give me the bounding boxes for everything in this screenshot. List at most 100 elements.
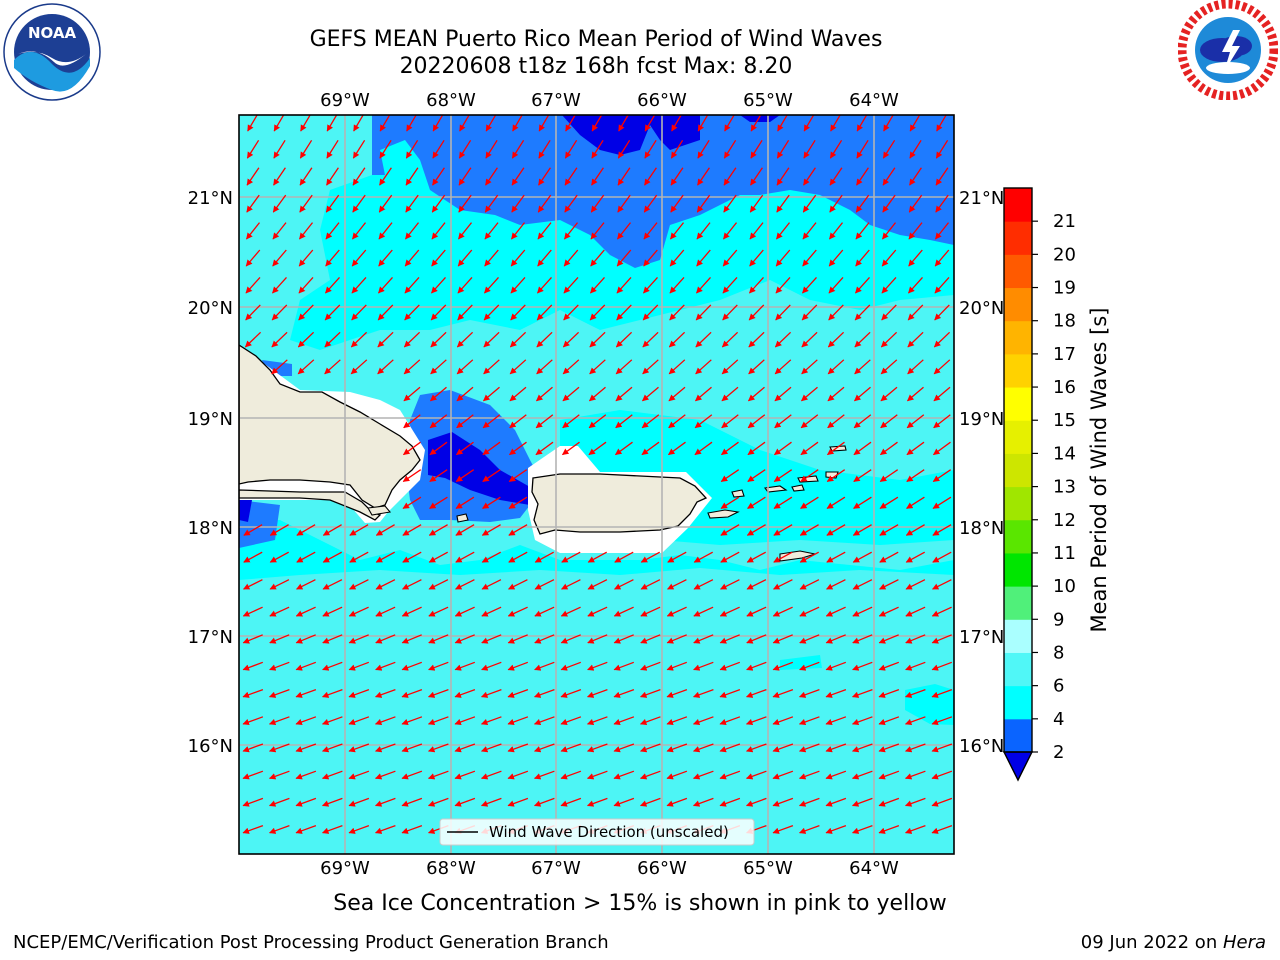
wind-arrow <box>538 167 551 186</box>
wind-arrow <box>694 414 713 429</box>
colorbar-segment <box>1004 420 1032 454</box>
wind-arrow <box>776 167 790 186</box>
wind-arrow <box>616 222 632 240</box>
wind-arrow <box>375 606 396 617</box>
wind-arrow <box>798 824 820 834</box>
colorbar-tick-label: 19 <box>1053 278 1076 299</box>
land-hispaniola <box>239 344 421 509</box>
wind-arrow <box>432 115 444 132</box>
wind-arrow <box>508 496 528 509</box>
wind-arrow <box>853 441 872 456</box>
wind-arrow <box>561 551 581 563</box>
wind-arrow <box>535 441 554 456</box>
wind-arrow <box>800 414 819 429</box>
wind-arrow <box>908 249 923 267</box>
wind-arrow <box>640 606 661 617</box>
wind-arrow <box>457 276 473 294</box>
lat-labels-left: 21°N 20°N 19°N 18°N 17°N 16°N <box>188 188 233 757</box>
wind-arrow <box>404 222 420 240</box>
title-line-2: 20220608 t18z 168h fcst Max: 8.20 <box>399 54 793 79</box>
wind-arrow <box>617 167 631 186</box>
wind-arrow <box>749 276 764 294</box>
colorbar-segment <box>1004 188 1032 222</box>
wind-arrow <box>351 249 367 267</box>
wind-arrow <box>904 688 926 698</box>
wind-arrow <box>750 167 763 186</box>
wind-arrow <box>297 359 315 375</box>
wind-arrow <box>668 359 686 375</box>
wind-arrow <box>852 579 873 590</box>
wind-arrow <box>719 606 740 617</box>
wind-arrow <box>775 249 791 267</box>
wind-arrow <box>719 661 741 671</box>
wind-arrow <box>642 331 659 348</box>
wind-arrow <box>667 579 687 590</box>
wind-arrow <box>457 249 473 267</box>
wind-arrow <box>746 579 767 590</box>
wind-arrow <box>721 386 739 402</box>
wind-arrow <box>692 770 714 780</box>
wind-arrow <box>508 524 528 536</box>
wind-arrow <box>431 222 446 240</box>
wind-arrow <box>247 115 258 132</box>
wind-arrow <box>268 797 290 807</box>
wind-arrow <box>403 414 421 429</box>
lon-label-top: 64°W <box>849 90 899 111</box>
footer-left: NCEP/EMC/Verification Post Processing Pr… <box>13 932 609 953</box>
wind-arrow <box>904 824 926 834</box>
wind-arrow <box>851 743 873 753</box>
colorbar-tick-label: 11 <box>1053 543 1076 564</box>
wind-arrow <box>510 276 526 294</box>
wind-arrow <box>378 276 393 294</box>
wind-arrow <box>851 797 873 807</box>
wind-arrow <box>374 688 396 698</box>
wind-arrow <box>855 249 870 267</box>
wind-arrow <box>935 139 949 159</box>
wind-arrow <box>272 194 287 213</box>
wind-arrow <box>537 276 552 294</box>
colorbar-tick-label: 8 <box>1053 642 1064 663</box>
wind-arrow <box>242 688 264 698</box>
island-vieques <box>707 509 740 519</box>
lon-label-bottom: 64°W <box>849 858 899 879</box>
wind-arrow <box>589 359 606 375</box>
wind-arrow <box>905 606 926 617</box>
wind-arrow <box>589 386 606 402</box>
wind-arrow <box>482 414 501 429</box>
wind-arrow <box>855 222 870 240</box>
wind-arrow <box>348 661 370 671</box>
wind-arrow <box>932 579 952 590</box>
wind-arrow <box>803 115 815 132</box>
wind-arrow <box>856 167 869 186</box>
wind-arrow <box>802 276 817 294</box>
wind-arrow <box>826 469 846 483</box>
colorbar-tick-label: 16 <box>1053 377 1076 398</box>
wind-arrow <box>480 797 502 807</box>
wind-arrow <box>560 716 582 726</box>
wind-arrow <box>272 276 287 294</box>
wind-arrow <box>563 249 579 267</box>
wind-arrow <box>298 222 314 240</box>
wind-arrow <box>695 331 712 348</box>
wind-arrow <box>348 716 370 726</box>
wind-arrow <box>773 579 793 590</box>
wind-arrow <box>800 441 819 456</box>
wind-arrow <box>640 551 661 563</box>
wind-arrow <box>534 606 555 617</box>
wind-arrow <box>639 770 661 780</box>
wind-arrow <box>269 524 289 536</box>
wind-arrow <box>880 386 898 402</box>
wind-arrow <box>322 606 343 617</box>
island-st-thomas <box>763 485 788 493</box>
lat-label-left: 16°N <box>188 736 233 757</box>
wind-arrow <box>878 606 899 617</box>
wind-arrow <box>587 551 608 563</box>
wind-arrow <box>666 688 688 698</box>
lon-label-bottom: 69°W <box>320 858 370 879</box>
lon-label-bottom: 68°W <box>426 858 476 879</box>
wind-arrow <box>826 496 846 509</box>
wind-arrow <box>800 496 819 509</box>
wind-arrow <box>536 304 553 321</box>
wind-arrow <box>643 249 658 267</box>
wind-arrow <box>855 194 870 213</box>
